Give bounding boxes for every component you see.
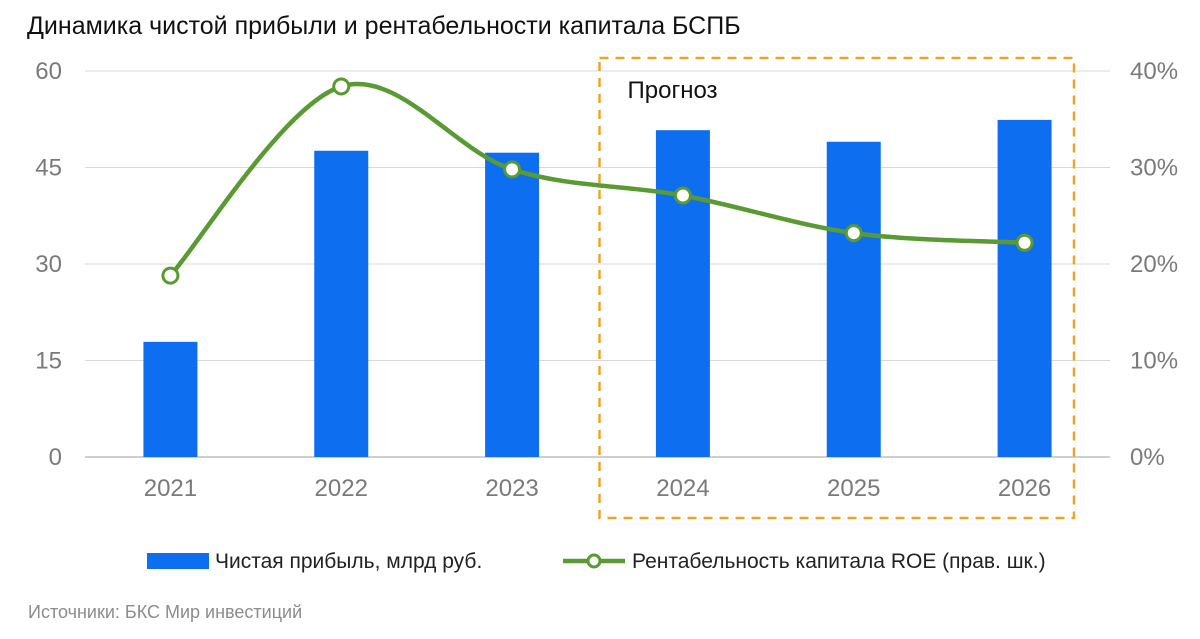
bar xyxy=(143,341,198,457)
bar xyxy=(997,119,1052,457)
roe-point xyxy=(1015,233,1034,252)
bar xyxy=(485,152,540,457)
legend-swatch-bar xyxy=(147,553,209,569)
y-left-tick-label: 15 xyxy=(35,348,62,375)
roe-point xyxy=(161,266,180,285)
y-left-tick-label: 60 xyxy=(35,58,62,85)
gridlines xyxy=(85,70,1110,458)
roe-point xyxy=(844,224,863,243)
y-axis-left: 0 15 30 45 60 xyxy=(35,58,62,471)
roe-point xyxy=(332,77,351,96)
roe-point xyxy=(673,186,692,205)
bar xyxy=(655,130,710,458)
x-axis: 2021 2022 2023 2024 2025 2026 xyxy=(144,475,1052,502)
roe-point xyxy=(503,160,522,179)
y-axis-right: 0% 10% 20% 30% 40% xyxy=(1130,58,1178,471)
legend-label-line: Рентабельность капитала ROE (прав. шк.) xyxy=(632,550,1046,573)
legend: Чистая прибыль, млрд руб. Рентабельность … xyxy=(147,550,1046,573)
forecast-label: Прогноз xyxy=(628,77,718,104)
y-left-tick-label: 30 xyxy=(35,251,62,278)
y-right-tick-label: 0% xyxy=(1130,444,1165,471)
y-right-tick-label: 10% xyxy=(1130,348,1178,375)
source-note: Источники: БКС Мир инвестиций xyxy=(28,602,303,622)
chart-title: Динамика чистой прибыли и рентабельности… xyxy=(27,12,741,40)
y-right-tick-label: 30% xyxy=(1130,155,1178,182)
legend-swatch-marker xyxy=(586,553,602,569)
roe-line xyxy=(168,81,1027,278)
bar xyxy=(826,141,881,457)
forecast-annotation: Прогноз xyxy=(598,56,1076,520)
legend-label-bar: Чистая прибыль, млрд руб. xyxy=(215,550,482,573)
bar-series xyxy=(143,119,1052,458)
x-tick-label: 2021 xyxy=(144,475,197,502)
y-left-tick-label: 45 xyxy=(35,155,62,182)
y-left-tick-label: 0 xyxy=(49,444,62,471)
x-tick-label: 2022 xyxy=(315,475,368,502)
y-right-tick-label: 20% xyxy=(1130,251,1178,278)
bar xyxy=(314,150,369,458)
forecast-box xyxy=(598,56,1076,520)
line-series xyxy=(161,77,1034,285)
x-tick-label: 2023 xyxy=(485,475,538,502)
x-tick-label: 2025 xyxy=(827,475,880,502)
x-tick-label: 2024 xyxy=(656,475,709,502)
y-right-tick-label: 40% xyxy=(1130,58,1178,85)
x-tick-label: 2026 xyxy=(998,475,1051,502)
